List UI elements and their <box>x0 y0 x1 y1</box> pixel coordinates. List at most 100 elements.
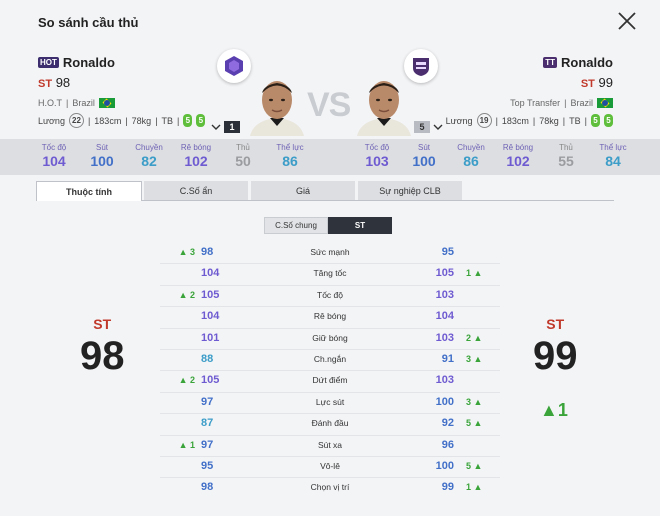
summary-stats-band: Tốc độ 104 Sút 100 Chuyền 82 Rê bóng 102 Thủ… <box>0 139 660 175</box>
left-delta: ▲ 3 <box>178 247 195 257</box>
right-value: 104 <box>435 310 454 323</box>
right-value: 103 <box>435 374 454 387</box>
overall-position: ST <box>93 316 112 332</box>
tab-club-career[interactable]: Sự nghiệp CLB <box>358 181 462 200</box>
attribute-list: ▲ 3 98 Sức mạnh 95 104 Tăng tốc 105 1 ▲ ▲ 2 105 Tố… <box>160 243 500 500</box>
left-value: 87 <box>201 417 214 430</box>
overall-delta: ▲1 <box>540 400 568 420</box>
player-position: ST <box>580 78 595 90</box>
close-icon <box>618 12 636 30</box>
player-position: ST <box>38 78 53 90</box>
attribute-name: Vô-lê <box>320 460 340 471</box>
chevron-down-icon <box>211 124 221 130</box>
left-value: 95 <box>201 459 214 472</box>
summary-stat: Chuyền 82 <box>135 143 163 169</box>
player-name: Ronaldo <box>62 55 115 70</box>
player-left-info: HOT Ronaldo ST 98 H.O.T | Brazil Lương 22 … <box>38 55 206 128</box>
attribute-row: 95 Vô-lê 100 5 ▲ <box>160 457 500 479</box>
attribute-name: Chọn vị trí <box>310 482 350 493</box>
club-crest-right-icon <box>404 49 438 83</box>
player-ovr: 98 <box>55 75 71 90</box>
player-name: Ronaldo <box>561 55 613 70</box>
summary-stat: Rê bóng 102 <box>180 143 212 169</box>
player-tags: Top Transfer <box>510 98 561 108</box>
summary-stat: Tốc độ 104 <box>41 143 67 169</box>
vs-label: VS <box>307 86 351 124</box>
summary-stat: Chuyền 86 <box>457 143 485 169</box>
player-ovr: 99 <box>598 75 613 90</box>
attribute-row: ▲ 2 105 Tốc độ 103 <box>160 286 500 308</box>
player-tags: H.O.T <box>38 98 62 108</box>
overall-left: ST 98 <box>80 316 125 379</box>
page-title: So sánh cầu thủ <box>38 15 139 30</box>
tab-attributes[interactable]: Thuộc tính <box>36 181 142 201</box>
left-value: 88 <box>201 352 214 365</box>
close-button[interactable] <box>616 10 638 32</box>
salary-badge: 19 <box>476 113 492 128</box>
right-value: 103 <box>435 288 454 301</box>
salary-label: Lương <box>445 115 473 126</box>
player-height: 183cm <box>501 115 529 126</box>
attribute-name: Tốc độ <box>317 289 343 300</box>
season-badge: HOT <box>38 57 59 68</box>
right-delta: 1 ▲ <box>466 268 483 279</box>
summary-stat: Thủ 55 <box>558 143 574 169</box>
chevron-down-icon <box>433 124 443 130</box>
player-nation: Brazil <box>570 98 593 108</box>
overall-position: ST <box>546 316 565 332</box>
attribute-row: 87 Đánh đầu 92 5 ▲ <box>160 414 500 436</box>
player-nation: Brazil <box>72 98 95 108</box>
level-value: 1 <box>224 121 240 133</box>
season-badge: TT <box>543 57 557 68</box>
attribute-name: Lực sút <box>315 396 345 407</box>
summary-stat: Rê bóng 102 <box>502 143 534 169</box>
club-crest-left-icon <box>217 49 251 83</box>
left-value: 97 <box>201 438 214 451</box>
left-value: 97 <box>201 395 214 408</box>
level-selector-left[interactable]: 1 <box>211 121 240 133</box>
attribute-row: 98 Chọn vị trí 99 1 ▲ <box>160 478 500 499</box>
brazil-flag-icon <box>597 98 613 108</box>
left-delta: ▲ 2 <box>178 289 195 300</box>
right-value: 96 <box>441 438 454 451</box>
level-value: 5 <box>414 121 430 133</box>
right-foot-icon: 5 <box>604 114 613 127</box>
tab-bar: Thuộc tính C.Số ẩn Giá Sự nghiệp CLB <box>36 181 614 201</box>
salary-label: Lương <box>38 115 65 126</box>
left-delta: ▲ 2 <box>178 375 195 386</box>
position-segment: C.Số chung ST <box>264 217 392 234</box>
segment-general[interactable]: C.Số chung <box>264 217 328 234</box>
left-delta: ▲ 1 <box>178 439 195 450</box>
attribute-name: Dứt điểm <box>312 375 348 386</box>
overall-value: 99 <box>533 334 578 378</box>
right-value: 95 <box>441 246 454 258</box>
segment-st[interactable]: ST <box>328 217 392 234</box>
attribute-name: Sức mạnh <box>310 247 350 257</box>
attribute-name: Giữ bóng <box>312 332 348 343</box>
tab-hidden-stats[interactable]: C.Số ẩn <box>144 181 248 200</box>
overall-right: ST 99 <box>533 316 578 379</box>
attribute-name: Sút xa <box>317 439 343 450</box>
attribute-row: 104 Tăng tốc 105 1 ▲ <box>160 264 500 286</box>
right-delta: 3 ▲ <box>466 353 483 364</box>
tab-price[interactable]: Giá <box>251 181 355 200</box>
right-value: 92 <box>441 417 454 430</box>
attribute-name: Ch.ngắn <box>313 353 347 364</box>
player-build: TB <box>569 115 581 126</box>
attribute-row: 88 Ch.ngắn 91 3 ▲ <box>160 350 500 372</box>
summary-stat: Thể lực 86 <box>276 143 304 169</box>
attribute-row: ▲ 3 98 Sức mạnh 95 <box>160 243 500 265</box>
attribute-row: ▲ 2 105 Dứt điểm 103 <box>160 371 500 393</box>
summary-stat: Tốc độ 103 <box>364 143 390 169</box>
left-value: 105 <box>201 374 220 387</box>
player-weight: 78kg <box>131 115 152 126</box>
overall-value: 98 <box>80 334 125 378</box>
right-value: 100 <box>435 395 454 408</box>
salary-badge: 22 <box>68 113 84 128</box>
right-foot-icon: 5 <box>196 114 206 127</box>
left-value: 104 <box>201 267 220 280</box>
right-value: 100 <box>435 459 454 472</box>
summary-stat: Thể lực 84 <box>599 143 627 169</box>
attribute-name: Đánh đầu <box>311 418 349 429</box>
level-selector-right[interactable]: 5 <box>414 121 443 133</box>
